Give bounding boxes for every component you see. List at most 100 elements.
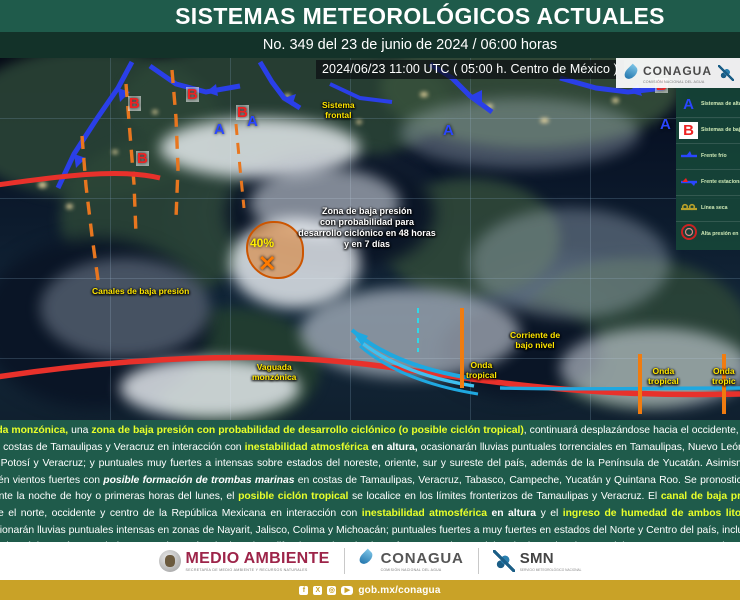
low-pressure-marker: B [128,95,141,112]
cold-front-barb [470,90,482,104]
footer-social-bar: f X ◎ ▶ gob.mx/conagua [0,580,740,600]
legend-item-linea-seca[interactable]: Línea seca [676,195,740,221]
youtube-icon[interactable]: ▶ [341,585,354,595]
facebook-icon[interactable]: f [299,585,309,595]
legend-item-alta-presion-media[interactable]: Alta presión en niveles medios [676,221,740,247]
high-pressure-marker: A [443,122,454,139]
cyclone-development-area[interactable] [246,221,304,279]
cloud-band [40,258,210,358]
satellite-map[interactable]: 40% ✕ B B B B A A A A B Sistema frontal … [0,58,740,420]
bulletin-text-run: , ocasionarán lluvias puntuales intensas… [0,524,740,542]
city-light [612,98,619,103]
map-legend: A Sistemas de alta presión B Sistemas de… [676,88,740,250]
high-pressure-a-icon: A [683,95,694,113]
logo-medio-ambiente: MEDIO AMBIENTE SECRETARÍA DE MEDIO AMBIE… [158,550,330,572]
conagua-sub: COMISIÓN NACIONAL DEL AGUA [380,568,442,572]
city-light [486,104,493,109]
water-drop-icon [359,550,376,572]
legend-item-frente-frio[interactable]: Frente frío [676,143,740,169]
legend-label: Frente frío [701,153,727,160]
x-twitter-icon[interactable]: X [313,585,323,595]
logo-smn: SMN SERVICIO METEOROLÓGICO NACIONAL [492,550,582,572]
legend-item-frente-estacionario[interactable]: Frente estacionario [676,169,740,195]
longitude-line [590,58,591,420]
legend-item-baja-presion[interactable]: B Sistemas de baja presión [676,117,740,143]
mexico-eagle-icon [158,550,181,572]
map-conagua-sub: COMISIÓN NACIONAL DEL AGUA [643,80,705,84]
high-pressure-marker: A [214,121,225,138]
map-label-zona-baja-presion: Zona de baja presión con probabilidad pa… [298,206,436,249]
bulletin-text-run: una [68,425,92,436]
city-light [540,118,549,123]
instagram-icon[interactable]: ◎ [327,585,337,595]
map-label-vaguada-monzonica: Vaguada monzónica [252,362,297,382]
low-pressure-marker: B [186,86,199,103]
smn-sub: SERVICIO METEOROLÓGICO NACIONAL [519,568,582,572]
stationary-front-icon [679,174,698,192]
map-timestamp: 2024/06/23 11:00 UTC ( 05:00 h. Centro d… [316,60,624,79]
red-front-line [0,170,161,188]
high-pressure-marker: A [660,116,671,133]
conagua-name: CONAGUA [380,550,464,567]
legend-label: Sistemas de alta presión [701,100,740,107]
bulletin-text-run: inestabilidad atmosférica [244,441,369,453]
bulletin-text-run: y el [536,507,563,519]
bulletin-text-run: guada monzónica, [0,425,69,436]
low-level-jet [499,386,740,391]
legend-label: Sistemas de baja presión [701,127,740,134]
map-label-sistema-frontal: Sistema frontal [322,100,355,120]
longitude-line [470,58,471,420]
cold-front-icon [679,148,698,166]
legend-label: Línea seca [701,205,728,212]
smn-glyph-icon [718,65,734,81]
website-url[interactable]: gob.mx/conagua [358,584,441,596]
bulletin-text-run: se localice en los límites fronterizos d… [348,491,661,503]
mid-level-high-icon [679,224,698,245]
cold-front-barb [284,94,296,106]
bulletin-text-run: ingreso de humedad de ambos litorales [562,507,740,519]
city-light [420,92,428,97]
bulletin-text-run: ocasionarán lluvias puntuales torrencial… [0,441,740,486]
cold-front-line [257,60,302,111]
bulletin-paragraph: guada monzónica, una zona de baja presió… [0,423,740,542]
cold-front-line [55,60,135,190]
legend-item-alta-presion[interactable]: A Sistemas de alta presión [676,91,740,117]
city-light [38,182,47,188]
longitude-line [230,58,231,420]
cloud-band [470,208,670,318]
monsoon-trough-line [0,354,740,398]
map-conagua-logo: CONAGUA COMISIÓN NACIONAL DEL AGUA [616,58,740,88]
bulletin-text-run: canal de baja presión [660,491,740,503]
bulletin-text-run: en altura, [368,441,418,453]
cold-front-barb [206,84,218,96]
latitude-line [0,278,740,279]
bulletin-text-run: , continuará desplazándose hacia el occi… [0,425,740,453]
medio-ambiente-name: MEDIO AMBIENTE [185,550,330,567]
dry-line-icon [679,200,698,218]
bulletin-number-date: No. 349 del 23 de junio de 2024 / 06:00 … [262,37,558,53]
cold-front-line [329,82,393,104]
low-pressure-marker: B [236,104,249,121]
map-label-corriente-bajo-nivel: Corriente de bajo nivel [510,330,561,350]
legend-label: Alta presión en niveles medios [701,231,740,238]
water-drop-icon [624,65,637,82]
bulletin-text-run: en costas de Tamaulipas, Veracruz, Tabas… [0,474,740,503]
smn-name: SMN [519,550,554,567]
logo-conagua: CONAGUA COMISIÓN NACIONAL DEL AGUA [359,550,464,572]
low-pressure-b-icon: B [679,122,698,139]
cloud-band [120,358,300,418]
city-light [284,94,291,99]
smn-glyph-icon [492,550,515,572]
bulletin-text-run: en altura [486,507,537,519]
weather-overlay [0,60,740,414]
cloud-band [400,98,640,168]
legend-label: Frente estacionario [701,179,740,186]
header-top-band [0,0,740,32]
bulletin-text-run: zona de baja presión con probabilidad de… [91,425,524,436]
cyclone-center-marker: ✕ [258,251,277,276]
trough-line [80,135,100,281]
footer-logos: MEDIO AMBIENTE SECRETARÍA DE MEDIO AMBIE… [0,542,740,580]
high-pressure-marker: A [247,113,258,130]
cold-front-barb [74,154,86,168]
